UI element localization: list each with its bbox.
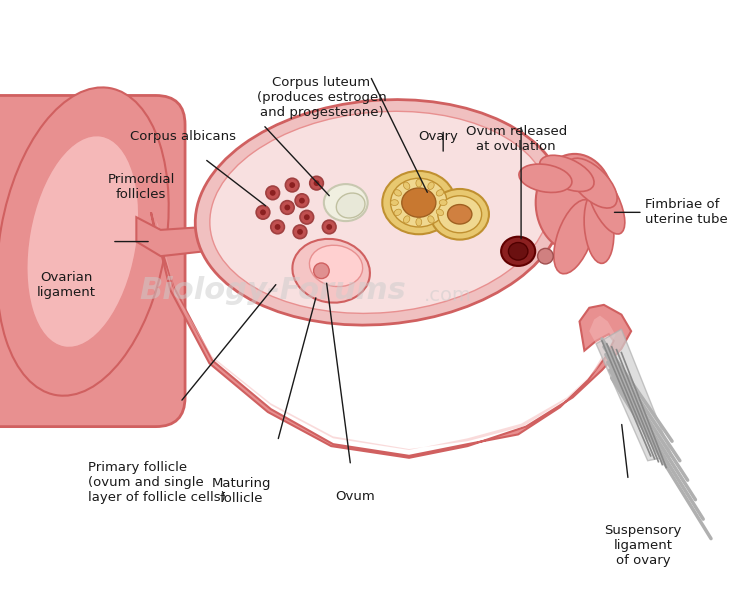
Ellipse shape — [428, 216, 434, 223]
Ellipse shape — [401, 188, 436, 217]
Ellipse shape — [438, 196, 482, 233]
Ellipse shape — [539, 155, 594, 191]
Ellipse shape — [501, 236, 535, 266]
Ellipse shape — [292, 239, 370, 302]
Ellipse shape — [195, 100, 565, 325]
Ellipse shape — [390, 200, 398, 206]
Circle shape — [314, 263, 329, 278]
Text: Maturing
follicle: Maturing follicle — [211, 477, 272, 505]
Ellipse shape — [404, 216, 410, 223]
Ellipse shape — [0, 88, 168, 396]
Text: Suspensory
ligament
of ovary: Suspensory ligament of ovary — [604, 524, 681, 567]
Ellipse shape — [416, 218, 421, 226]
Circle shape — [271, 220, 284, 234]
Circle shape — [270, 190, 275, 196]
Circle shape — [266, 186, 280, 200]
Ellipse shape — [210, 112, 550, 313]
Text: Ovum: Ovum — [335, 490, 375, 503]
FancyBboxPatch shape — [0, 95, 185, 427]
Ellipse shape — [436, 190, 444, 196]
Circle shape — [286, 178, 299, 192]
Ellipse shape — [447, 205, 472, 224]
Circle shape — [304, 214, 309, 220]
Ellipse shape — [436, 209, 444, 215]
Ellipse shape — [439, 200, 447, 206]
Ellipse shape — [430, 189, 489, 239]
Text: Ovarian
ligament: Ovarian ligament — [37, 271, 96, 299]
Ellipse shape — [336, 193, 365, 218]
Circle shape — [299, 198, 305, 203]
Ellipse shape — [416, 179, 421, 187]
Circle shape — [300, 211, 314, 224]
Ellipse shape — [394, 190, 401, 196]
Text: Primordial
follicles: Primordial follicles — [108, 173, 175, 202]
Ellipse shape — [27, 136, 139, 347]
Circle shape — [295, 194, 309, 208]
Circle shape — [280, 200, 294, 214]
Ellipse shape — [309, 245, 363, 287]
Ellipse shape — [508, 242, 528, 260]
Text: Fimbriae of
uterine tube: Fimbriae of uterine tube — [645, 199, 728, 226]
Ellipse shape — [428, 182, 434, 190]
Circle shape — [297, 229, 303, 235]
Circle shape — [284, 205, 290, 211]
Text: .com: .com — [424, 286, 472, 305]
Circle shape — [293, 225, 306, 239]
Polygon shape — [151, 212, 631, 458]
Polygon shape — [156, 220, 616, 450]
Text: Biology-Forums: Biology-Forums — [139, 276, 406, 305]
Ellipse shape — [382, 171, 456, 234]
Ellipse shape — [554, 200, 596, 274]
Circle shape — [326, 224, 332, 230]
Circle shape — [314, 180, 320, 186]
Ellipse shape — [404, 182, 410, 190]
Ellipse shape — [519, 164, 572, 193]
Circle shape — [260, 209, 266, 215]
Ellipse shape — [567, 158, 617, 208]
Circle shape — [538, 248, 554, 264]
Circle shape — [275, 224, 280, 230]
Text: Ovary: Ovary — [418, 130, 459, 143]
Ellipse shape — [394, 209, 401, 215]
Ellipse shape — [390, 178, 447, 227]
Ellipse shape — [536, 154, 614, 251]
Text: Primary follicle
(ovum and single
layer of follicle cells): Primary follicle (ovum and single layer … — [88, 461, 226, 504]
Circle shape — [322, 220, 336, 234]
Text: Corpus luteum
(produces estrogen
and progesterone): Corpus luteum (produces estrogen and pro… — [257, 76, 387, 119]
Circle shape — [309, 176, 324, 190]
Circle shape — [289, 182, 295, 188]
Polygon shape — [596, 329, 672, 461]
Circle shape — [256, 206, 270, 219]
Text: Ovum released
at ovulation: Ovum released at ovulation — [465, 125, 567, 152]
Ellipse shape — [584, 191, 614, 263]
Text: Corpus albicans: Corpus albicans — [130, 130, 236, 143]
Polygon shape — [137, 217, 205, 256]
Ellipse shape — [324, 184, 368, 221]
Ellipse shape — [587, 171, 625, 234]
